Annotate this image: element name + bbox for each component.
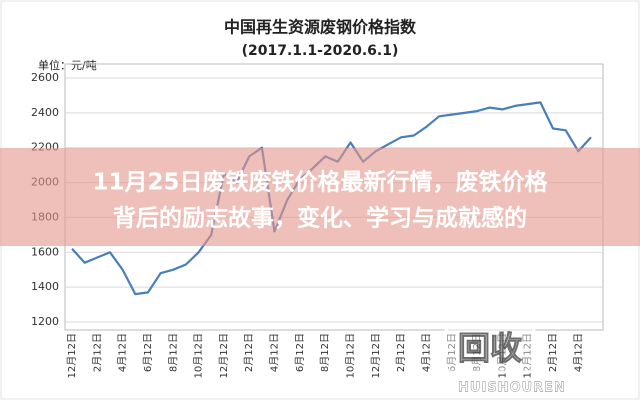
y-axis-label: 单位：元/吨 [38, 58, 97, 72]
x-tick-label: 8月12日 [167, 333, 179, 372]
watermark: 回收 HUISHOUREN [443, 324, 566, 396]
x-tick-label: 8月12日 [471, 333, 483, 372]
x-tick-label: 2月12日 [91, 333, 103, 372]
x-tick-label: 6月12日 [446, 333, 458, 372]
headline-line: 11月25日废铁废铁价格最新行情，废铁价格 [92, 169, 548, 196]
x-tick-label: 6月12日 [142, 333, 154, 372]
y-tick-label: 1400 [31, 280, 59, 293]
x-tick-label: 4月12日 [269, 333, 281, 372]
y-tick-label: 2400 [31, 106, 59, 119]
x-tick-label: 6月12日 [294, 333, 306, 372]
watermark-logo: 回收 [458, 329, 522, 367]
x-tick-label: 12月12日 [370, 333, 382, 378]
headline-banner [0, 148, 640, 246]
x-tick-label: 12月12日 [522, 333, 534, 378]
x-tick-label: 4月12日 [572, 333, 584, 372]
x-tick-label: 12月12日 [218, 333, 230, 378]
y-tick-label: 2600 [31, 71, 59, 84]
x-tick-label: 4月12日 [117, 333, 129, 372]
headline-line: 背后的励志故事，变化、学习与成就感的 [113, 205, 527, 232]
x-tick-label: 2月12日 [395, 333, 407, 372]
watermark-box [443, 324, 537, 374]
x-tick-label: 12月12日 [66, 333, 78, 378]
y-tick-label: 1200 [31, 315, 59, 328]
chart-title: 中国再生资源废钢价格指数 [224, 18, 417, 37]
chart-subtitle: (2017.1.1-2020.6.1) [242, 43, 399, 59]
x-tick-label: 10月12日 [193, 333, 205, 378]
x-tick-label: 2月12日 [547, 333, 559, 372]
x-tick-label: 8月12日 [319, 333, 331, 372]
x-tick-label: 10月12日 [496, 333, 508, 378]
watermark-text: HUISHOUREN [458, 381, 566, 396]
y-tick-label: 1600 [31, 245, 59, 258]
x-tick-label: 2月12日 [243, 333, 255, 372]
x-tick-label: 10月12日 [344, 333, 356, 378]
x-tick-label: 4月12日 [420, 333, 432, 372]
